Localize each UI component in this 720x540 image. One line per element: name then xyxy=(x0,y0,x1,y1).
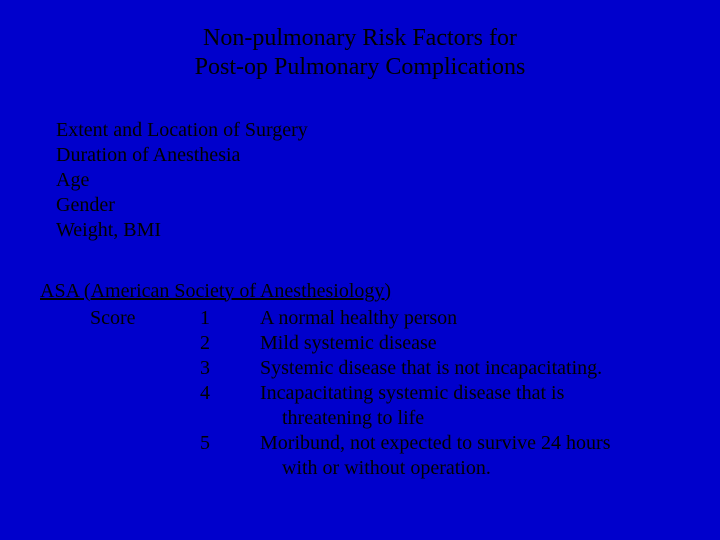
asa-row-desc: Incapacitating systemic disease that is … xyxy=(260,381,680,431)
asa-row-desc: Systemic disease that is not incapacitat… xyxy=(260,356,680,381)
list-item: Weight, BMI xyxy=(56,218,720,243)
asa-row-desc-cont: threatening to life xyxy=(260,406,680,431)
title-line-1: Non-pulmonary Risk Factors for xyxy=(0,24,720,53)
asa-row-desc: Mild systemic disease xyxy=(260,331,680,356)
asa-table: Score 1 A normal healthy person 2 Mild s… xyxy=(40,306,720,481)
asa-row-num: 5 xyxy=(200,431,260,481)
list-item: Extent and Location of Surgery xyxy=(56,118,720,143)
asa-score-label: Score xyxy=(40,306,200,331)
asa-row-desc-line: Moribund, not expected to survive 24 hou… xyxy=(260,432,611,454)
list-item: Gender xyxy=(56,193,720,218)
asa-header: ASA (American Society of Anesthesiology) xyxy=(40,279,720,304)
asa-row-num: 1 xyxy=(200,306,260,331)
asa-row-num: 4 xyxy=(200,381,260,431)
asa-row-desc: Moribund, not expected to survive 24 hou… xyxy=(260,431,680,481)
asa-row-desc: A normal healthy person xyxy=(260,306,680,331)
slide: Non-pulmonary Risk Factors for Post-op P… xyxy=(0,0,720,540)
list-item: Duration of Anesthesia xyxy=(56,143,720,168)
list-item: Age xyxy=(56,168,720,193)
slide-title: Non-pulmonary Risk Factors for Post-op P… xyxy=(0,0,720,90)
asa-row-desc-cont: with or without operation. xyxy=(260,456,680,481)
asa-row-num: 2 xyxy=(200,331,260,356)
asa-row-desc-line: Incapacitating systemic disease that is xyxy=(260,382,564,404)
title-line-2: Post-op Pulmonary Complications xyxy=(0,53,720,82)
asa-section: ASA (American Society of Anesthesiology)… xyxy=(40,279,720,481)
asa-row-num: 3 xyxy=(200,356,260,381)
risk-factors-list: Extent and Location of Surgery Duration … xyxy=(56,118,720,243)
